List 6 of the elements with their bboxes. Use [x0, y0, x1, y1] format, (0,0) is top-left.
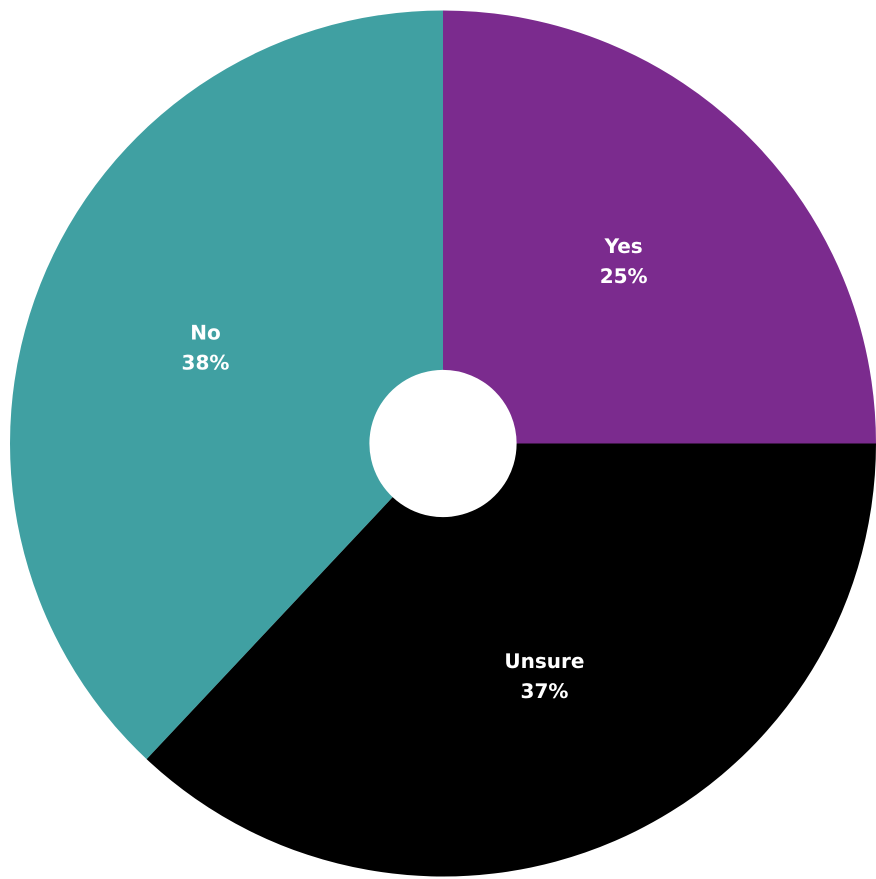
slice-label: No — [190, 320, 221, 345]
slice-label: Yes — [604, 234, 643, 258]
data-label: 38% — [182, 350, 230, 375]
data-label: 37% — [520, 679, 568, 704]
data-label: 25% — [600, 264, 648, 288]
slice-label: Unsure — [504, 649, 584, 674]
